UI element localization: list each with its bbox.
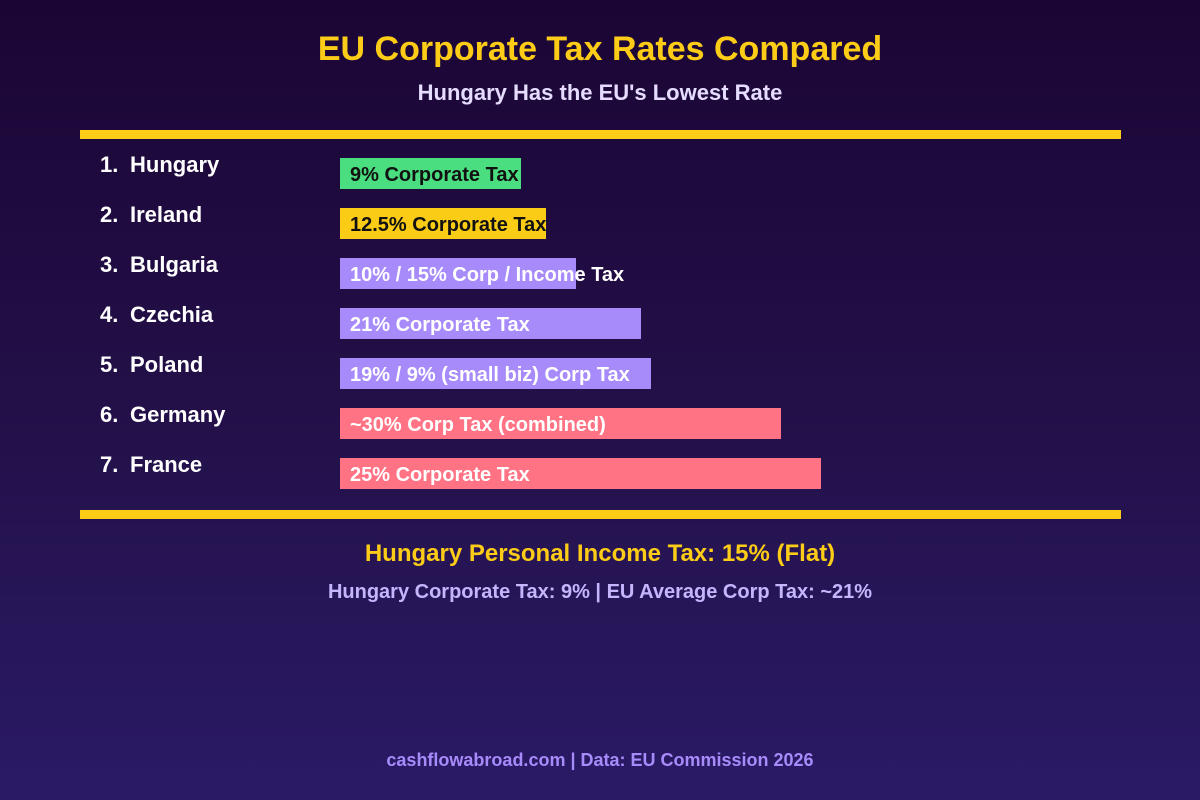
rank-number: 5. <box>100 352 119 377</box>
corp-tax-summary: Hungary Corporate Tax: 9% | EU Average C… <box>327 581 873 603</box>
bar-row: 2. Ireland 12.5% Corporate Tax <box>0 200 1200 239</box>
bar-row: 1. Hungary 9% Corporate Tax <box>0 150 1200 189</box>
rank-number: 7. <box>100 452 119 477</box>
country-label: Bulgaria <box>130 252 219 277</box>
bar-row: 5. Poland 19% / 9% (small biz) Corp Tax <box>0 350 1200 389</box>
country-label: France <box>130 452 203 477</box>
bar <box>340 158 521 189</box>
country-label: Czechia <box>130 302 214 327</box>
bar-label: 12.5% Corporate Tax <box>350 214 547 236</box>
rank-number: 6. <box>100 402 119 427</box>
bar-row: 7. France 25% Corporate Tax <box>0 450 1200 489</box>
country-label: Germany <box>130 402 226 427</box>
bar <box>340 358 651 389</box>
income-tax-highlight: Hungary Personal Income Tax: 15% (Flat) <box>364 540 836 567</box>
bar <box>340 308 641 339</box>
bar-row: 3. Bulgaria 10% / 15% Corp / Income Tax <box>0 250 1200 289</box>
chart-title: EU Corporate Tax Rates Compared <box>317 30 883 68</box>
rank-number: 1. <box>100 152 119 177</box>
source-credit: cashflowabroad.com | Data: EU Commission… <box>386 750 814 770</box>
country-label: Hungary <box>130 152 220 177</box>
bar-row: 6. Germany ~30% Corp Tax (combined) <box>0 400 1200 439</box>
bar-row: 4. Czechia 21% Corporate Tax <box>0 300 1200 339</box>
bar-label: 9% Corporate Tax <box>350 164 519 186</box>
bar-label: 21% Corporate Tax <box>350 314 530 336</box>
bar-label: 25% Corporate Tax <box>350 464 530 486</box>
country-label: Poland <box>130 352 204 377</box>
bar <box>340 258 576 289</box>
country-label: Ireland <box>130 202 203 227</box>
rank-number: 2. <box>100 202 119 227</box>
bar <box>340 208 546 239</box>
bottom-divider <box>80 510 1121 519</box>
bar-label: 10% / 15% Corp / Income Tax <box>350 264 625 286</box>
rank-number: 4. <box>100 302 119 327</box>
bar-label: 19% / 9% (small biz) Corp Tax <box>350 364 630 386</box>
chart-subtitle: Hungary Has the EU's Lowest Rate <box>417 80 783 105</box>
bar-label: ~30% Corp Tax (combined) <box>350 414 606 436</box>
bar <box>340 458 821 489</box>
rank-number: 3. <box>100 252 119 277</box>
top-divider <box>80 130 1121 139</box>
bar <box>340 408 781 439</box>
